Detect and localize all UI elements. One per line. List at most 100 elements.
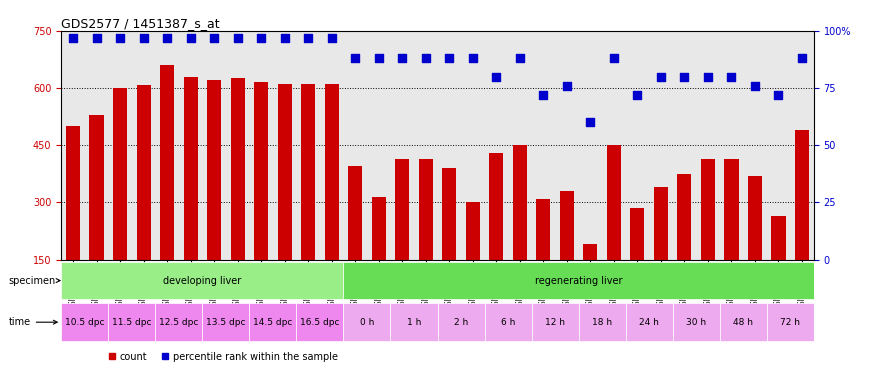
Text: 13.5 dpc: 13.5 dpc bbox=[206, 318, 246, 327]
Bar bbox=[231, 78, 245, 317]
Bar bbox=[724, 159, 738, 317]
Point bbox=[254, 35, 268, 41]
Point bbox=[630, 92, 644, 98]
Text: 2 h: 2 h bbox=[454, 318, 468, 327]
FancyBboxPatch shape bbox=[61, 262, 344, 299]
Text: 10.5 dpc: 10.5 dpc bbox=[65, 318, 104, 327]
Bar bbox=[184, 76, 198, 317]
Point bbox=[277, 35, 291, 41]
Bar bbox=[419, 159, 433, 317]
Text: 12 h: 12 h bbox=[545, 318, 565, 327]
Bar bbox=[301, 84, 315, 317]
FancyBboxPatch shape bbox=[390, 303, 438, 341]
Text: 6 h: 6 h bbox=[500, 318, 515, 327]
Point bbox=[724, 73, 738, 79]
Text: 16.5 dpc: 16.5 dpc bbox=[300, 318, 340, 327]
FancyBboxPatch shape bbox=[766, 303, 814, 341]
Bar bbox=[536, 199, 550, 317]
Text: 30 h: 30 h bbox=[686, 318, 706, 327]
Text: developing liver: developing liver bbox=[164, 276, 242, 286]
Point bbox=[772, 92, 786, 98]
FancyBboxPatch shape bbox=[626, 303, 673, 341]
Text: time: time bbox=[9, 317, 57, 327]
Point bbox=[466, 55, 480, 61]
Bar bbox=[66, 126, 80, 317]
FancyBboxPatch shape bbox=[297, 303, 344, 341]
Text: 18 h: 18 h bbox=[592, 318, 612, 327]
Text: 11.5 dpc: 11.5 dpc bbox=[112, 318, 151, 327]
Bar bbox=[136, 85, 150, 317]
Point bbox=[89, 35, 103, 41]
Point bbox=[419, 55, 433, 61]
Bar bbox=[560, 191, 574, 317]
Text: 48 h: 48 h bbox=[733, 318, 753, 327]
Bar bbox=[325, 84, 339, 317]
Point bbox=[372, 55, 386, 61]
Point bbox=[160, 35, 174, 41]
Point bbox=[584, 119, 598, 126]
Text: regenerating liver: regenerating liver bbox=[535, 276, 622, 286]
Bar bbox=[513, 145, 527, 317]
Point bbox=[113, 35, 127, 41]
Bar bbox=[254, 82, 269, 317]
Bar bbox=[348, 166, 362, 317]
Point bbox=[607, 55, 621, 61]
Point bbox=[795, 55, 809, 61]
FancyBboxPatch shape bbox=[578, 303, 626, 341]
Point bbox=[231, 35, 245, 41]
Point bbox=[489, 73, 503, 79]
Bar bbox=[113, 88, 127, 317]
Point bbox=[654, 73, 668, 79]
Bar bbox=[442, 168, 457, 317]
Bar bbox=[466, 202, 480, 317]
Text: 1 h: 1 h bbox=[407, 318, 421, 327]
Bar bbox=[584, 245, 598, 317]
Point bbox=[701, 73, 715, 79]
Point bbox=[442, 55, 456, 61]
Bar bbox=[396, 159, 410, 317]
Point bbox=[513, 55, 527, 61]
Bar bbox=[277, 84, 291, 317]
Point bbox=[748, 83, 762, 89]
FancyBboxPatch shape bbox=[532, 303, 578, 341]
Legend: count, percentile rank within the sample: count, percentile rank within the sample bbox=[104, 348, 342, 366]
Bar bbox=[607, 145, 621, 317]
FancyBboxPatch shape bbox=[156, 303, 202, 341]
Point bbox=[348, 55, 362, 61]
Point bbox=[325, 35, 339, 41]
Point bbox=[396, 55, 410, 61]
FancyBboxPatch shape bbox=[720, 303, 766, 341]
FancyBboxPatch shape bbox=[61, 303, 108, 341]
Point bbox=[66, 35, 80, 41]
Point bbox=[536, 92, 550, 98]
Text: GDS2577 / 1451387_s_at: GDS2577 / 1451387_s_at bbox=[61, 17, 220, 30]
FancyBboxPatch shape bbox=[438, 303, 485, 341]
Bar bbox=[772, 216, 786, 317]
Text: 14.5 dpc: 14.5 dpc bbox=[253, 318, 292, 327]
Bar bbox=[207, 80, 221, 317]
Point bbox=[136, 35, 150, 41]
Text: 72 h: 72 h bbox=[780, 318, 801, 327]
Bar bbox=[372, 197, 386, 317]
Bar bbox=[677, 174, 691, 317]
Point bbox=[184, 35, 198, 41]
Bar bbox=[160, 65, 174, 317]
FancyBboxPatch shape bbox=[202, 303, 249, 341]
FancyBboxPatch shape bbox=[108, 303, 156, 341]
FancyBboxPatch shape bbox=[249, 303, 297, 341]
Bar bbox=[654, 187, 668, 317]
Text: 0 h: 0 h bbox=[360, 318, 374, 327]
Point bbox=[560, 83, 574, 89]
FancyBboxPatch shape bbox=[344, 303, 390, 341]
FancyBboxPatch shape bbox=[344, 262, 814, 299]
Point bbox=[207, 35, 221, 41]
Bar bbox=[748, 176, 762, 317]
Point bbox=[301, 35, 315, 41]
Text: 24 h: 24 h bbox=[640, 318, 659, 327]
Bar bbox=[89, 115, 103, 317]
Text: 12.5 dpc: 12.5 dpc bbox=[159, 318, 199, 327]
Bar bbox=[795, 130, 809, 317]
Bar bbox=[701, 159, 715, 317]
Point bbox=[677, 73, 691, 79]
Bar bbox=[630, 208, 645, 317]
